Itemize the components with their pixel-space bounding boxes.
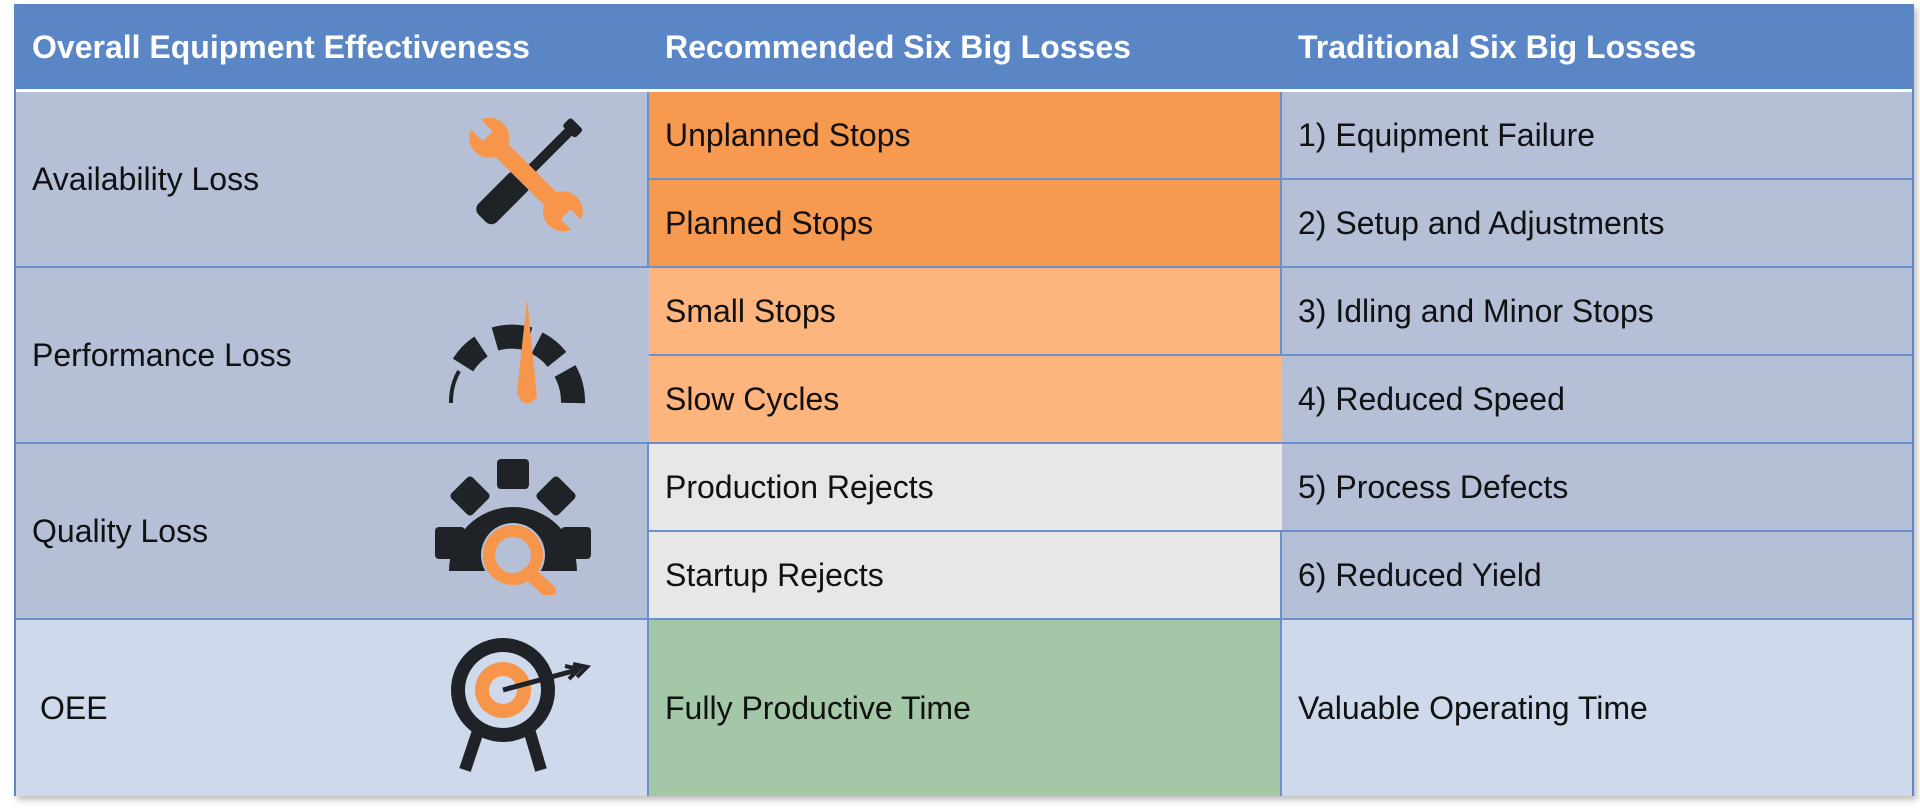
category-oee: OEE (16, 620, 649, 796)
gear-magnifier-icon (435, 459, 591, 603)
header-recommended: Recommended Six Big Losses (649, 6, 1282, 92)
header-traditional: Traditional Six Big Losses (1282, 6, 1912, 92)
recommended-planned-stops: Planned Stops (649, 180, 1282, 268)
recommended-production-rejects: Production Rejects (649, 444, 1282, 532)
recommended-fully-productive-time: Fully Productive Time (649, 620, 1282, 796)
category-label: Quality Loss (32, 512, 209, 549)
category-label: Performance Loss (32, 336, 292, 373)
target-arrow-icon (441, 636, 592, 780)
traditional-reduced-yield: 6) Reduced Yield (1282, 532, 1912, 620)
category-quality-loss: Quality Loss (16, 444, 649, 620)
traditional-idling-minor-stops: 3) Idling and Minor Stops (1282, 268, 1912, 356)
traditional-reduced-speed: 4) Reduced Speed (1282, 356, 1912, 444)
traditional-process-defects: 5) Process Defects (1282, 444, 1912, 532)
oee-losses-table: Overall Equipment Effectiveness Recommen… (14, 4, 1914, 796)
traditional-setup-adjustments: 2) Setup and Adjustments (1282, 180, 1912, 268)
recommended-startup-rejects: Startup Rejects (649, 532, 1282, 620)
category-label: Availability Loss (32, 160, 260, 197)
recommended-small-stops: Small Stops (649, 268, 1282, 356)
recommended-slow-cycles: Slow Cycles (649, 356, 1282, 444)
wrench-screwdriver-icon (461, 113, 591, 246)
traditional-valuable-operating-time: Valuable Operating Time (1282, 620, 1912, 796)
traditional-equipment-failure: 1) Equipment Failure (1282, 92, 1912, 180)
category-availability-loss: Availability Loss (16, 92, 649, 268)
speedometer-gauge-icon (433, 295, 593, 415)
category-label: OEE (40, 689, 108, 726)
recommended-unplanned-stops: Unplanned Stops (649, 92, 1282, 180)
category-performance-loss: Performance Loss (16, 268, 649, 444)
header-oee: Overall Equipment Effectiveness (16, 6, 649, 92)
